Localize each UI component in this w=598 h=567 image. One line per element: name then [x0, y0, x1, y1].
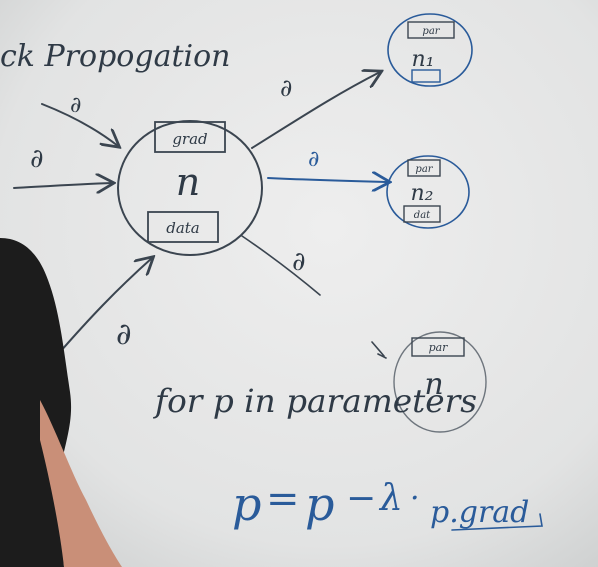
- out-node-2: par n₂ dat: [386, 155, 470, 229]
- equation-equals: =: [266, 476, 300, 522]
- equation-minus: −: [346, 478, 376, 519]
- center-node-grad-label: grad: [172, 130, 207, 148]
- out-node-1-name: n₁: [412, 47, 435, 72]
- out-node-2-top-box: [407, 159, 441, 177]
- update-equation: p = p − λ · p.grad: [232, 476, 543, 531]
- out-node-3-top-box: [411, 337, 465, 357]
- equation-lhs: p: [232, 477, 261, 531]
- out-node-3-arrowhead: [371, 341, 387, 359]
- center-node-grad-box: [154, 121, 226, 153]
- equation-lambda: λ: [378, 478, 403, 519]
- equation-dot: ·: [410, 481, 420, 516]
- out-node-3: par n: [371, 331, 487, 433]
- incoming-arrow-top: [41, 103, 118, 146]
- center-node-data-box: [147, 211, 219, 243]
- out-node-2-name: n₂: [411, 181, 434, 206]
- incoming-arrow-bottom: [59, 258, 152, 353]
- out-node-3-top-label: par: [429, 341, 449, 354]
- out-node-3-circle: [393, 331, 487, 433]
- outgoing-arrows: [241, 72, 388, 296]
- loop-line: for p in parameters: [153, 382, 477, 420]
- out-node-2-bottom-box: [403, 205, 441, 223]
- center-node: grad n data: [117, 120, 263, 256]
- out-node-1-top-label: par: [422, 26, 440, 37]
- partial-symbol-incoming-middle: ∂: [30, 144, 43, 174]
- person-foreground: [0, 238, 122, 567]
- center-node-circle: [117, 120, 263, 256]
- center-node-data-label: data: [166, 219, 200, 237]
- equation-grad-term: p.grad: [430, 495, 529, 530]
- equation-rhs-p: p: [305, 477, 334, 531]
- partial-symbol-outgoing-top: ∂: [280, 74, 292, 102]
- out-node-2-top-label: par: [415, 164, 433, 175]
- partial-symbol-incoming-bottom: ∂: [116, 317, 132, 352]
- out-node-1-top-box: [407, 21, 455, 39]
- equation-underline: [451, 513, 543, 531]
- out-node-1-circle: [387, 13, 473, 87]
- center-node-name: n: [176, 160, 200, 204]
- out-node-1: par n₁: [387, 13, 473, 87]
- partial-symbol-outgoing-bottom: ∂: [292, 247, 305, 277]
- incoming-arrows: [13, 103, 152, 353]
- partial-symbol-incoming-top: ∂: [70, 93, 81, 118]
- title-fragment: ck Propogation: [0, 39, 231, 74]
- outgoing-arrow-bottom: [241, 235, 321, 296]
- outgoing-arrow-middle: [267, 178, 388, 182]
- incoming-arrow-middle: [13, 183, 112, 188]
- out-node-2-circle: [386, 155, 470, 229]
- out-node-1-bottom-box: [411, 69, 441, 83]
- outgoing-arrow-top: [251, 72, 380, 149]
- out-node-3-name: n: [424, 367, 443, 402]
- partial-symbol-outgoing-middle: ∂: [308, 147, 319, 172]
- person-arm: [40, 400, 122, 567]
- out-node-2-bottom-label: dat: [414, 210, 431, 221]
